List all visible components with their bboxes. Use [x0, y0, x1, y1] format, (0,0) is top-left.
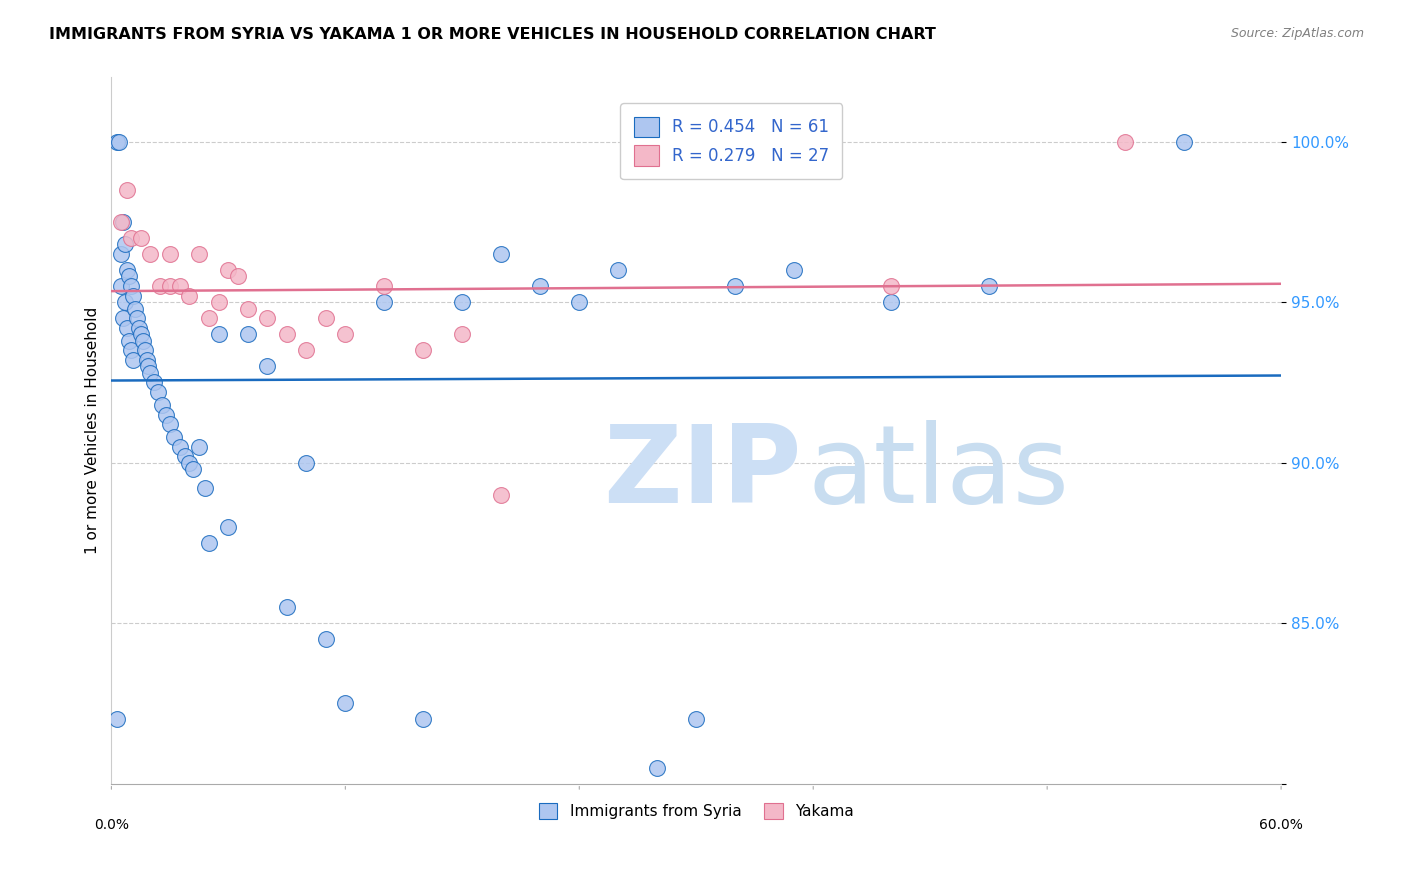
Point [607, 263, 630, 277]
Point [135, 353, 157, 368]
Point [724, 279, 747, 293]
Point [1114, 135, 1136, 149]
Point [217, 263, 239, 277]
Text: 0.0%: 0.0% [94, 818, 129, 832]
Point [276, 600, 298, 615]
Point [256, 359, 278, 374]
Point [120, 343, 142, 358]
Point [114, 237, 136, 252]
Point [783, 263, 806, 277]
Point [121, 289, 143, 303]
Point [163, 430, 186, 444]
Point [139, 366, 162, 380]
Point [129, 327, 152, 342]
Point [188, 247, 211, 261]
Point [198, 536, 221, 550]
Point [105, 135, 128, 149]
Point [124, 301, 146, 316]
Point [256, 311, 278, 326]
Point [568, 295, 591, 310]
Point [335, 327, 357, 342]
Point [179, 289, 201, 303]
Point [155, 408, 177, 422]
Point [118, 269, 141, 284]
Point [451, 327, 474, 342]
Point [115, 321, 138, 335]
Point [335, 697, 357, 711]
Text: IMMIGRANTS FROM SYRIA VS YAKAMA 1 OR MORE VEHICLES IN HOUSEHOLD CORRELATION CHAR: IMMIGRANTS FROM SYRIA VS YAKAMA 1 OR MOR… [49, 27, 936, 42]
Point [977, 279, 1000, 293]
Point [159, 417, 181, 431]
Point [143, 376, 166, 390]
Point [110, 247, 132, 261]
Point [105, 713, 128, 727]
Point [159, 247, 181, 261]
Point [880, 279, 903, 293]
Point [373, 295, 395, 310]
Text: atlas: atlas [807, 420, 1070, 526]
Text: ZIP: ZIP [603, 420, 801, 526]
Legend: Immigrants from Syria, Yakama: Immigrants from Syria, Yakama [533, 797, 859, 825]
Point [174, 449, 197, 463]
Point [129, 231, 152, 245]
Point [491, 488, 513, 502]
Point [120, 231, 142, 245]
Point [315, 311, 337, 326]
Point [207, 327, 229, 342]
Point [315, 632, 337, 647]
Point [108, 135, 131, 149]
Point [120, 279, 142, 293]
Point [134, 343, 156, 358]
Point [645, 761, 668, 775]
Point [276, 327, 298, 342]
Point [194, 481, 217, 495]
Point [149, 279, 172, 293]
Point [131, 334, 153, 348]
Text: 60.0%: 60.0% [1260, 818, 1303, 832]
Y-axis label: 1 or more Vehicles in Household: 1 or more Vehicles in Household [86, 307, 100, 554]
Point [115, 263, 138, 277]
Point [169, 440, 191, 454]
Point [207, 295, 229, 310]
Point [198, 311, 221, 326]
Point [412, 343, 434, 358]
Point [159, 279, 181, 293]
Point [685, 713, 707, 727]
Point [169, 279, 191, 293]
Point [125, 311, 148, 326]
Point [412, 713, 434, 727]
Point [112, 215, 135, 229]
Point [880, 295, 903, 310]
Point [181, 462, 204, 476]
Point [110, 279, 132, 293]
Point [115, 183, 138, 197]
Point [112, 311, 135, 326]
Point [138, 359, 160, 374]
Point [110, 215, 132, 229]
Point [295, 343, 318, 358]
Point [139, 247, 162, 261]
Point [148, 385, 170, 400]
Text: Source: ZipAtlas.com: Source: ZipAtlas.com [1230, 27, 1364, 40]
Point [226, 269, 249, 284]
Point [188, 440, 211, 454]
Point [373, 279, 395, 293]
Point [295, 456, 318, 470]
Point [236, 327, 259, 342]
Point [118, 334, 141, 348]
Point [150, 398, 173, 412]
Point [179, 456, 201, 470]
Point [1173, 135, 1195, 149]
Point [491, 247, 513, 261]
Point [114, 295, 136, 310]
Point [217, 520, 239, 534]
Point [128, 321, 150, 335]
Point [236, 301, 259, 316]
Point [121, 353, 143, 368]
Point [529, 279, 551, 293]
Point [451, 295, 474, 310]
